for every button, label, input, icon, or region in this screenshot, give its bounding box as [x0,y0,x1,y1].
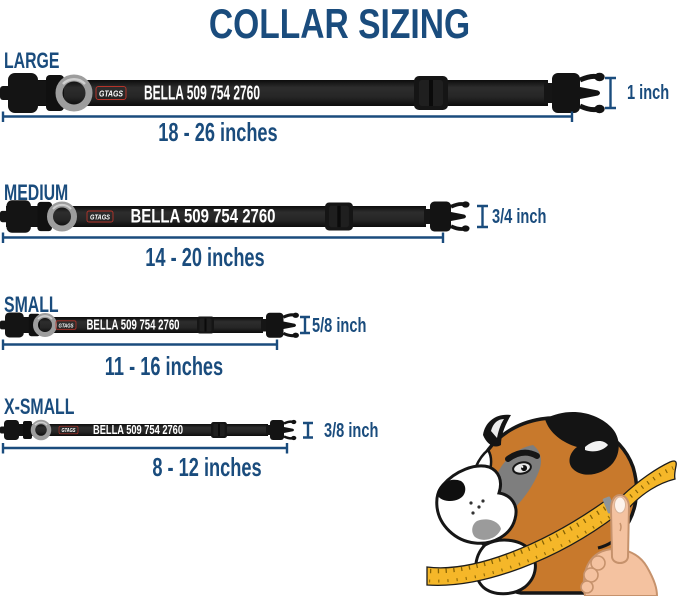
svg-text:GTAGS: GTAGS [90,215,110,222]
collar-strap [4,424,268,436]
range-label-xsmall: 8 - 12 inches [152,452,262,482]
collar-left-end [0,420,32,440]
dog-lip-fold [472,519,501,540]
collar-graphic-xsmall: GTAGS BELLA 509 754 2760 [0,419,313,454]
collar-print-text: BELLA 509 754 2760 [87,317,180,334]
collar-print-text: BELLA 509 754 2760 [144,83,260,105]
width-label-xsmall: 3/8 inch [324,420,379,442]
buckle [261,311,301,339]
collar-print-text: BELLA 509 754 2760 [131,207,276,228]
ear-highlight [585,441,608,452]
width-bracket [300,315,310,335]
measuring-tape-upper [620,460,677,511]
page-title: COLLAR SIZING [208,0,471,47]
dog-neck-measurement-illustration [426,412,677,596]
tri-glide-slider [325,202,353,231]
length-line [1,232,445,243]
fingernail [614,496,626,514]
collar-graphic-large: GTAGS BELLA 509 754 2760 [0,70,616,122]
width-bracket [303,421,313,439]
collar-graphic-small: GTAGS BELLA 509 754 2760 [0,311,310,350]
svg-text:GTAGS: GTAGS [62,428,77,434]
width-label-large: 1 inch [627,82,670,104]
size-label-xsmall: X-SMALL [4,394,75,419]
svg-text:GTAGS: GTAGS [59,323,74,329]
dog-ear-right [545,412,619,475]
dog-brow [505,449,540,462]
tri-glide-slider [197,316,214,334]
dog-nose [437,479,466,501]
width-label-small: 5/8 inch [312,315,367,337]
svg-text:GTAGS: GTAGS [99,90,124,99]
length-line [1,443,289,454]
hand [580,493,659,596]
brand-label: GTAGS [95,86,127,100]
range-label-small: 11 - 16 inches [104,351,224,381]
collar-left-end [0,73,64,113]
d-ring-highlight [52,203,72,210]
buckle [544,73,605,113]
width-bracket [605,76,616,110]
whisker-dots [469,499,485,515]
length-line [1,111,574,122]
brand-label: GTAGS [86,210,114,223]
brand-label: GTAGS [58,425,79,435]
size-label-large: LARGE [4,48,60,73]
d-ring-highlight [37,315,53,320]
knuckle-line [619,522,622,532]
collar-graphic-medium: GTAGS BELLA 509 754 2760 [0,199,488,243]
d-ring-highlight [34,421,48,426]
width-bracket [477,204,488,229]
range-label-medium: 14 - 20 inches [145,242,265,272]
tri-glide-slider [414,76,448,110]
range-label-large: 18 - 26 inches [158,117,278,147]
length-line [1,339,279,350]
ear-highlight [491,419,504,438]
brand-label: GTAGS [55,320,77,330]
collar-strap [8,80,548,106]
buckle [266,419,298,441]
tri-glide-slider [211,422,227,438]
d-ring-highlight [62,77,86,85]
collar-print-text: BELLA 509 754 2760 [93,422,183,437]
collar-left-end [0,200,52,233]
buckle [424,199,472,234]
width-label-medium: 3/4 inch [492,206,547,228]
dog-eye [512,461,532,475]
